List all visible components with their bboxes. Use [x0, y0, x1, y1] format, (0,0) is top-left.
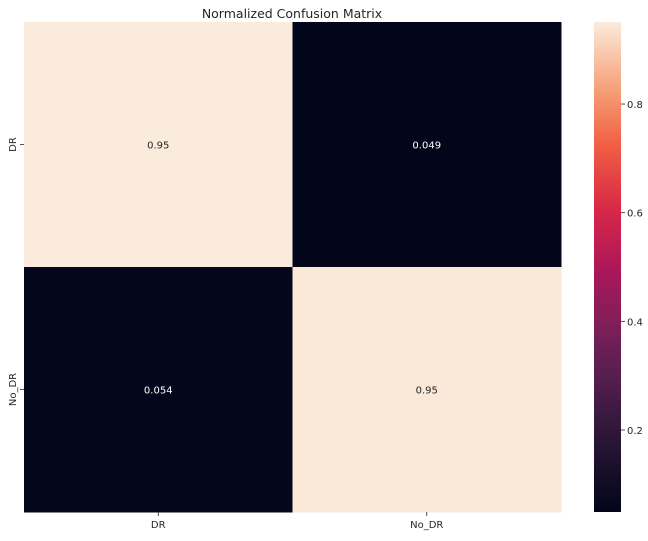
colorbar-ticks: 0.2 0.4 0.6 0.8 [621, 100, 643, 437]
cell-annotations: 0.95 0.049 0.054 0.95 [144, 141, 441, 397]
cell-annotation: 0.054 [144, 386, 173, 397]
y-tick-label: No_DR [8, 373, 19, 406]
heatmap-cell-DR-DR [24, 22, 293, 268]
heatmap-cell-DR-No_DR [292, 22, 562, 268]
cell-annotation: 0.95 [147, 141, 169, 152]
colorbar-tick-label: 0.8 [627, 100, 643, 111]
heatmap-cell-No_DR-No_DR [292, 267, 562, 513]
colorbar-tick-label: 0.6 [627, 209, 643, 220]
x-axis-ticks: DR No_DR [151, 512, 443, 531]
chart-title: Normalized Confusion Matrix [202, 6, 382, 21]
cell-annotation: 0.049 [412, 141, 441, 152]
heatmap-cell-No_DR-DR [24, 267, 293, 513]
colorbar [594, 22, 621, 512]
cell-annotation: 0.95 [416, 386, 438, 397]
y-tick-label: DR [8, 137, 19, 152]
colorbar-tick-label: 0.4 [627, 317, 643, 328]
x-tick-label: No_DR [410, 520, 443, 531]
y-axis-ticks: DR No_DR [8, 137, 24, 406]
colorbar-tick-label: 0.2 [627, 426, 643, 437]
x-tick-label: DR [151, 520, 166, 531]
heatmap-cells [24, 22, 562, 513]
